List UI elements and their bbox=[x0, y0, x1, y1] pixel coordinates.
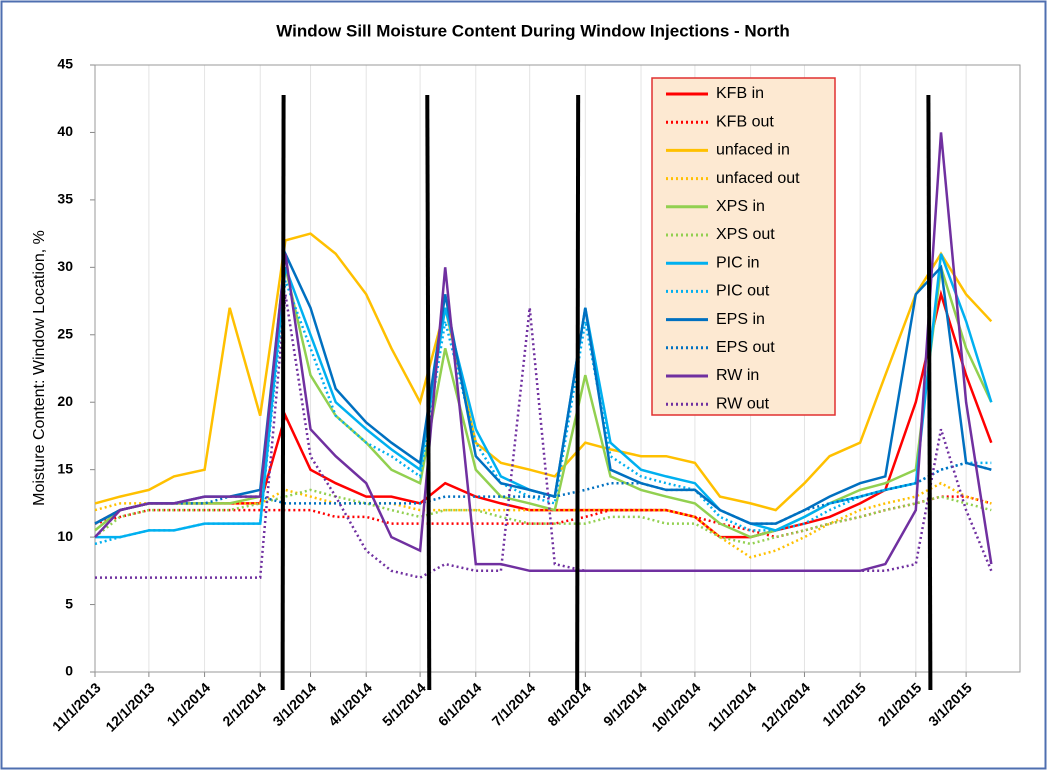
legend-label: unfaced out bbox=[716, 170, 800, 187]
legend-label: XPS in bbox=[716, 198, 765, 215]
legend-label: RW out bbox=[716, 395, 770, 412]
y-tick-label: 5 bbox=[65, 595, 73, 611]
y-tick-label: 35 bbox=[57, 191, 73, 207]
legend-label: RW in bbox=[716, 367, 759, 384]
legend-label: KFB out bbox=[716, 113, 774, 130]
series-line bbox=[94, 266, 993, 539]
legend-label: unfaced in bbox=[716, 142, 790, 159]
series-line bbox=[94, 495, 992, 539]
y-tick-label: 30 bbox=[57, 258, 73, 274]
injection-line bbox=[280, 94, 286, 691]
legend-label: EPS in bbox=[716, 311, 765, 328]
series-line bbox=[94, 481, 992, 559]
chart-title: Window Sill Moisture Content During Wind… bbox=[276, 21, 789, 40]
y-tick-label: 40 bbox=[57, 123, 73, 139]
series-line bbox=[94, 132, 993, 573]
y-tick-label: 25 bbox=[57, 325, 73, 341]
legend-box bbox=[651, 77, 836, 416]
injection-line bbox=[575, 94, 581, 691]
y-tick-label: 0 bbox=[65, 663, 73, 679]
y-tick-label: 15 bbox=[57, 460, 73, 476]
series-line bbox=[94, 232, 993, 512]
legend-label: XPS out bbox=[716, 226, 775, 243]
legend-label: PIC out bbox=[716, 283, 770, 300]
legend-label: EPS out bbox=[716, 339, 775, 356]
legend-label: KFB in bbox=[716, 85, 764, 102]
injection-line bbox=[926, 94, 933, 691]
series-line bbox=[94, 249, 992, 525]
y-tick-label: 45 bbox=[57, 56, 73, 72]
y-tick-label: 10 bbox=[57, 528, 73, 544]
y-tick-label: 20 bbox=[57, 393, 73, 409]
legend-label: PIC in bbox=[716, 254, 760, 271]
plot-area bbox=[94, 64, 1021, 673]
y-axis-label: Moisture Content: Window Location, % bbox=[31, 230, 48, 506]
injection-line bbox=[425, 94, 432, 691]
